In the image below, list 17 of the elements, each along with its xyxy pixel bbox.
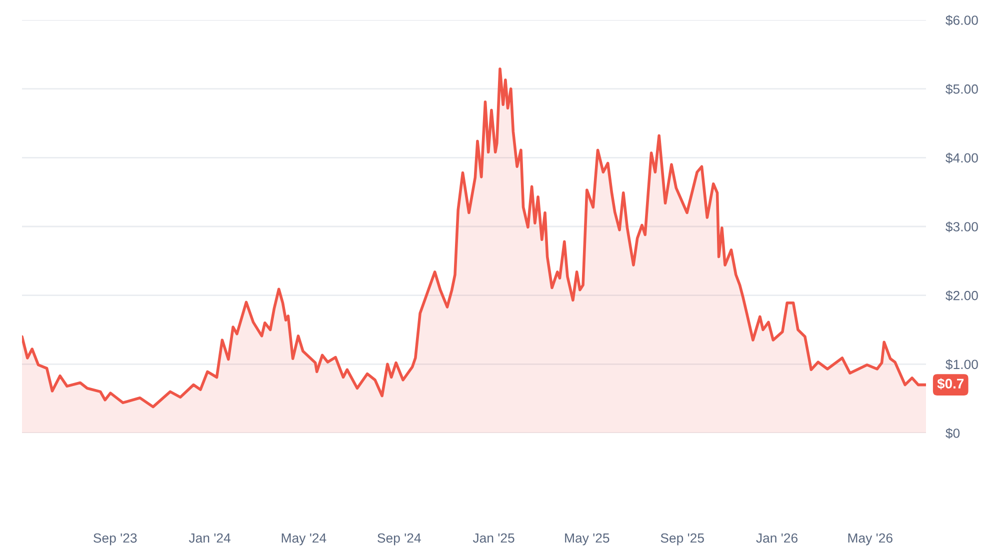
y-tick-label: $1.00	[946, 359, 978, 370]
y-tick-label: $5.00	[946, 84, 978, 95]
x-tick-label: May '24	[282, 533, 326, 546]
y-tick-label: $3.00	[946, 222, 978, 232]
y-tick-label: $6.00	[946, 15, 978, 26]
y-tick-label: $4.00	[946, 152, 978, 164]
y-tick-label: $2.00	[946, 290, 978, 302]
x-tick-label: May '25	[565, 533, 610, 546]
x-tick-label: Jan '24	[188, 533, 230, 543]
y-tick-label: $0	[946, 428, 960, 439]
x-tick-label: Sep '25	[660, 533, 704, 546]
x-tick-label: May '26	[848, 533, 892, 546]
x-tick-label: Sep '23	[94, 533, 137, 546]
x-tick-label: Jan '26	[756, 533, 798, 543]
x-tick-label: Sep '24	[378, 533, 421, 546]
x-tick-label: Jan '25	[472, 533, 514, 543]
data-label: $0.7	[937, 378, 964, 390]
